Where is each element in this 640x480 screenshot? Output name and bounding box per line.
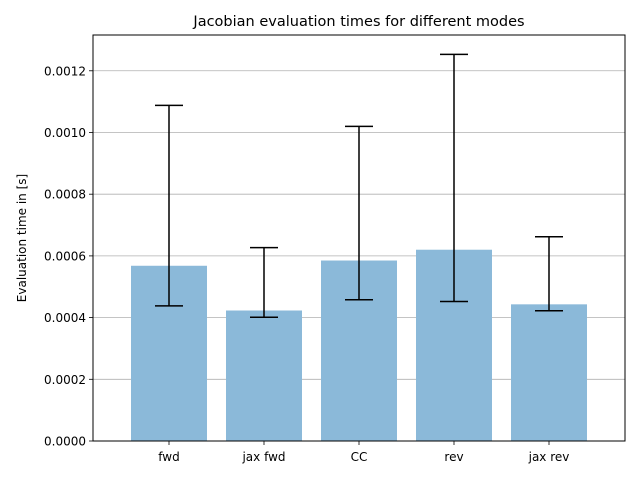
bar — [511, 304, 587, 441]
x-tick-label: rev — [444, 450, 463, 464]
x-tick-label: CC — [351, 450, 368, 464]
x-tick-label: fwd — [158, 450, 179, 464]
x-tick-label: jax fwd — [241, 450, 285, 464]
y-tick-label: 0.0006 — [44, 249, 86, 263]
y-tick-label: 0.0000 — [44, 435, 86, 449]
x-axis-ticks: fwd jax fwd CC rev jax rev — [158, 441, 569, 464]
bars — [131, 249, 587, 441]
y-tick-label: 0.0008 — [44, 188, 86, 202]
error-bars — [155, 53, 563, 319]
y-tick-label: 0.0010 — [44, 126, 86, 140]
y-axis-ticks: 0.0000 0.0002 0.0004 0.0006 0.0008 0.0010 0.00… — [44, 64, 93, 449]
y-axis-label: Evaluation time in [s] — [15, 174, 29, 302]
chart-title: Jacobian evaluation times for different … — [192, 14, 524, 30]
bar — [226, 310, 302, 441]
x-tick-label: jax rev — [528, 450, 570, 464]
y-tick-label: 0.0012 — [44, 64, 86, 78]
y-tick-label: 0.0004 — [44, 311, 86, 325]
y-tick-label: 0.0002 — [44, 373, 86, 387]
